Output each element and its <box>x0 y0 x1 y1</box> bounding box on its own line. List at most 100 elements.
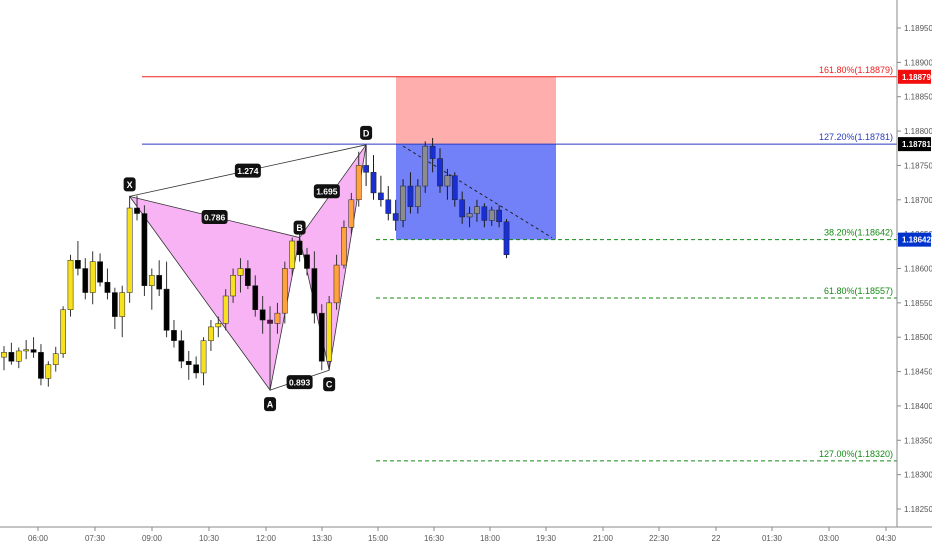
level-label: 38.20%(1.18642) <box>824 228 893 238</box>
candle-body <box>193 364 199 374</box>
candle-body <box>245 268 251 286</box>
price-badge-label: 1.18781 <box>902 140 931 149</box>
candle-body <box>400 185 406 221</box>
candle-body <box>67 260 74 310</box>
candle-body <box>296 240 303 256</box>
price-badge <box>898 69 931 84</box>
pattern-point-label: D <box>363 128 370 138</box>
candle-body <box>281 268 288 314</box>
price-tick-label: 1.18750 <box>904 161 932 170</box>
time-tick-label: 16:30 <box>424 534 445 543</box>
time-tick-label: 19:30 <box>536 534 557 543</box>
time-axis: 06:00 07:30 09:00 10:30 12:00 13:30 15:00 16:30… <box>0 526 932 543</box>
candle-body <box>437 158 443 187</box>
price-tick-label: 1.18350 <box>904 436 932 445</box>
ratio-badge <box>313 184 340 199</box>
price-tick-label: 1.18500 <box>904 333 932 342</box>
level-label: 127.20%(1.18781) <box>819 132 893 142</box>
candle-body <box>8 352 15 362</box>
candle-body <box>75 260 81 269</box>
time-tick-label: 10:30 <box>199 534 220 543</box>
candle-body <box>104 281 111 293</box>
candle-body <box>466 213 473 218</box>
time-tick-label: 21:00 <box>593 534 614 543</box>
candle-body <box>185 361 192 365</box>
pattern-point-label: B <box>296 223 303 233</box>
price-tick-label: 1.18900 <box>904 58 932 67</box>
price-badge <box>898 232 931 247</box>
candle-body <box>363 165 369 173</box>
candle-body <box>459 199 466 218</box>
candle-body <box>52 353 59 365</box>
ratio-badge <box>286 375 313 390</box>
candle-body <box>23 349 30 352</box>
candle-body <box>474 206 480 214</box>
time-tick-label: 15:00 <box>368 534 389 543</box>
pattern-point-badge <box>293 220 306 235</box>
level-label: 161.80%(1.18879) <box>819 65 893 75</box>
price-tick-label: 1.18600 <box>904 265 932 274</box>
candle-body <box>82 268 89 293</box>
candle-body <box>38 352 44 379</box>
candle-body <box>274 312 281 324</box>
pattern-point-badge <box>123 177 136 192</box>
time-tick-label: 03:00 <box>819 534 840 543</box>
candle-body <box>141 213 148 286</box>
candle-body <box>304 254 310 269</box>
candle-body <box>215 323 222 328</box>
candle-body <box>496 209 502 223</box>
candle-body <box>45 364 52 379</box>
fib-levels: 161.80%(1.18879) 127.20%(1.18781) 38.20%(1… <box>142 65 897 462</box>
candle-body <box>163 288 170 331</box>
stop-loss-zone <box>396 76 556 145</box>
candle-body <box>429 145 436 159</box>
price-tick-label: 1.18850 <box>904 93 932 102</box>
pattern-point-label: A <box>267 400 274 410</box>
price-axis: 1.18950 1.18900 1.18850 1.18800 1.18750 1.187… <box>896 0 932 527</box>
candle-body <box>378 192 384 201</box>
price-tick-label: 1.18550 <box>904 299 932 308</box>
price-tick-label: 1.18450 <box>904 368 932 377</box>
pattern-labels: X A B C D 1.274 0.786 0.893 1.695 <box>123 125 373 412</box>
candle-body <box>208 326 214 341</box>
time-tick-label: 01:30 <box>762 534 783 543</box>
time-tick-label: 12:00 <box>256 534 277 543</box>
price-tick-label: 1.18950 <box>904 24 932 33</box>
pattern-point-badge <box>264 397 277 412</box>
candle-body <box>178 340 185 362</box>
ratio-label: 0.786 <box>204 212 226 222</box>
trade-path-line <box>402 145 553 239</box>
risk-reward-zones <box>396 76 556 240</box>
ratio-label: 1.695 <box>316 187 338 197</box>
candle-body <box>97 261 103 283</box>
price-tick-label: 1.18250 <box>904 505 932 514</box>
xab-triangle <box>128 195 301 392</box>
price-badge-label: 1.18642 <box>902 236 931 245</box>
price-tick-label: 1.18800 <box>904 127 932 136</box>
candle-body <box>134 207 140 214</box>
time-tick-label: 09:00 <box>142 534 163 543</box>
candle-body <box>503 221 510 256</box>
candle-body <box>355 165 362 201</box>
candle-body <box>311 268 318 314</box>
level-label: 127.00%(1.18320) <box>819 449 893 459</box>
ratio-label: 0.893 <box>289 378 311 388</box>
candle-body <box>451 175 458 201</box>
level-label: 61.80%(1.18557) <box>824 286 893 296</box>
candle-body <box>326 302 333 362</box>
candle-body <box>60 309 66 354</box>
ratio-label: 1.274 <box>237 166 259 176</box>
pattern-point-label: X <box>127 180 133 190</box>
candle-body <box>488 209 495 221</box>
candle-body <box>392 213 399 221</box>
candle-body <box>348 199 355 228</box>
time-tick-label: 13:30 <box>312 534 333 543</box>
time-tick-label: 07:30 <box>85 534 106 543</box>
candle-body <box>341 227 347 266</box>
candle-body <box>267 319 273 324</box>
candle-body <box>422 145 429 187</box>
price-tick-label: 1.18400 <box>904 402 932 411</box>
price-tick-label: 1.18300 <box>904 471 932 480</box>
candle-body <box>230 275 236 297</box>
